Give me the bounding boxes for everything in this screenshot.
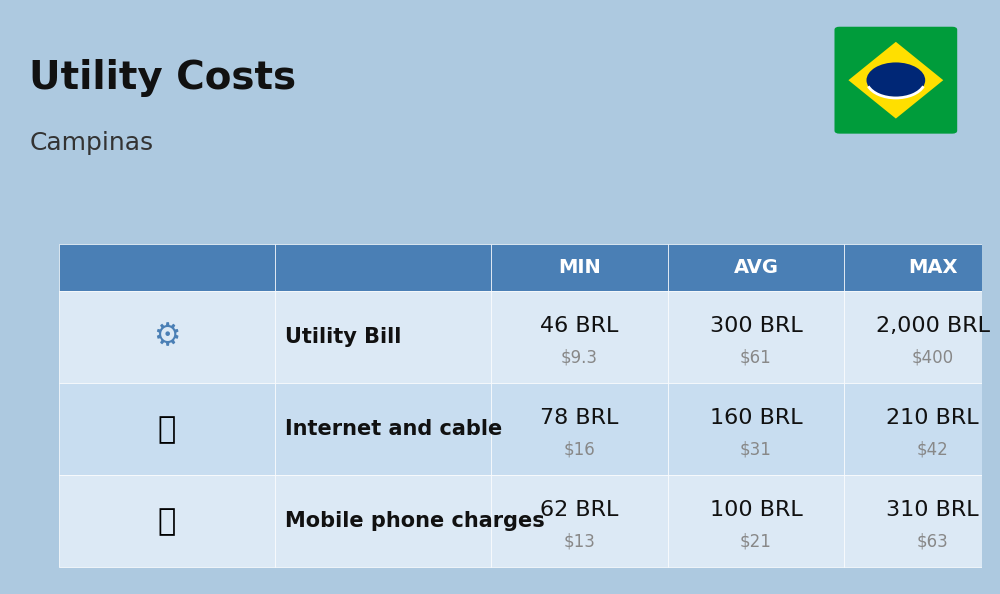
FancyBboxPatch shape — [59, 291, 275, 383]
Text: ⚙: ⚙ — [153, 323, 181, 352]
FancyBboxPatch shape — [59, 475, 275, 567]
Circle shape — [866, 62, 925, 98]
Text: MAX: MAX — [908, 258, 957, 277]
Text: $9.3: $9.3 — [561, 348, 598, 366]
FancyBboxPatch shape — [668, 291, 844, 383]
FancyBboxPatch shape — [668, 475, 844, 567]
FancyBboxPatch shape — [844, 475, 1000, 567]
FancyBboxPatch shape — [844, 383, 1000, 475]
Text: 2,000 BRL: 2,000 BRL — [876, 316, 990, 336]
FancyBboxPatch shape — [491, 291, 668, 383]
FancyBboxPatch shape — [844, 291, 1000, 383]
Text: $63: $63 — [917, 532, 949, 551]
FancyBboxPatch shape — [59, 244, 275, 291]
Text: Utility Bill: Utility Bill — [285, 327, 401, 347]
Text: 📡: 📡 — [158, 415, 176, 444]
FancyBboxPatch shape — [844, 244, 1000, 291]
Text: 100 BRL: 100 BRL — [710, 500, 802, 520]
Text: 78 BRL: 78 BRL — [540, 408, 618, 428]
Text: $13: $13 — [563, 532, 595, 551]
Text: $42: $42 — [917, 440, 949, 459]
FancyBboxPatch shape — [491, 475, 668, 567]
Text: AVG: AVG — [733, 258, 778, 277]
Text: Campinas: Campinas — [29, 131, 154, 154]
FancyBboxPatch shape — [834, 27, 957, 134]
Text: $31: $31 — [740, 440, 772, 459]
FancyBboxPatch shape — [491, 383, 668, 475]
Text: 300 BRL: 300 BRL — [710, 316, 802, 336]
Text: 62 BRL: 62 BRL — [540, 500, 618, 520]
Text: Internet and cable: Internet and cable — [285, 419, 502, 439]
FancyBboxPatch shape — [59, 383, 275, 475]
FancyBboxPatch shape — [275, 475, 491, 567]
Text: $16: $16 — [563, 440, 595, 459]
Text: Utility Costs: Utility Costs — [29, 59, 297, 97]
Text: $61: $61 — [740, 348, 772, 366]
Text: MIN: MIN — [558, 258, 601, 277]
FancyBboxPatch shape — [275, 383, 491, 475]
Text: $21: $21 — [740, 532, 772, 551]
Polygon shape — [848, 42, 943, 119]
Text: Mobile phone charges: Mobile phone charges — [285, 511, 544, 531]
Text: $400: $400 — [912, 348, 954, 366]
Text: 210 BRL: 210 BRL — [886, 408, 979, 428]
Text: 160 BRL: 160 BRL — [710, 408, 802, 428]
Text: 📱: 📱 — [158, 507, 176, 536]
Text: 46 BRL: 46 BRL — [540, 316, 618, 336]
FancyBboxPatch shape — [275, 244, 491, 291]
FancyBboxPatch shape — [668, 383, 844, 475]
Text: 310 BRL: 310 BRL — [886, 500, 979, 520]
FancyBboxPatch shape — [275, 291, 491, 383]
FancyBboxPatch shape — [491, 244, 668, 291]
FancyBboxPatch shape — [668, 244, 844, 291]
